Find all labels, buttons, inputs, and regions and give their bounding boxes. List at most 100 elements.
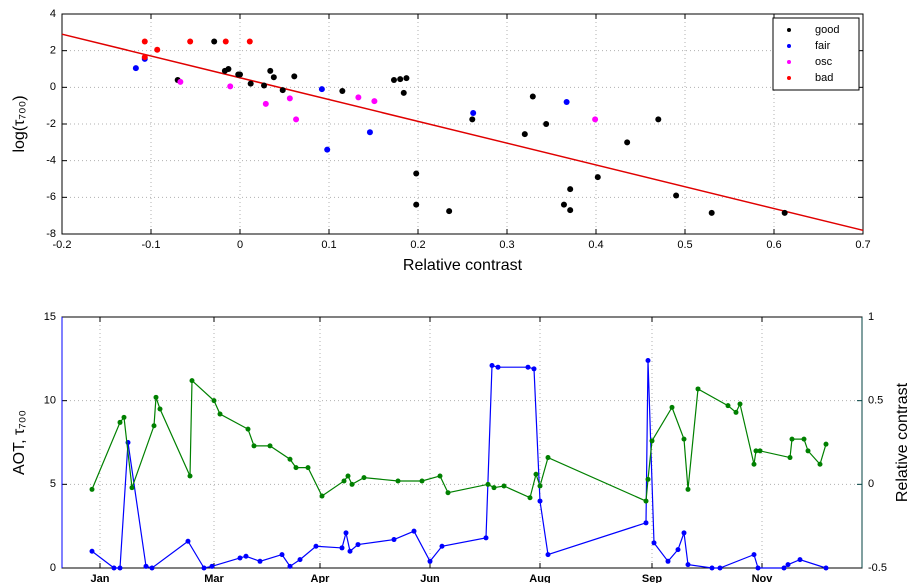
point: [419, 478, 425, 484]
x-tick-label: Mar: [204, 573, 224, 583]
point: [805, 448, 811, 454]
trend-line: [61, 33, 864, 232]
point: [117, 419, 123, 425]
axes-frame: [61, 13, 864, 235]
y-tick-label: 0: [50, 562, 56, 574]
point: [395, 478, 401, 484]
x-tick-label: 0.5: [677, 239, 692, 251]
point: [267, 443, 273, 449]
point: [717, 565, 723, 571]
point: [801, 436, 807, 442]
point: [157, 406, 163, 412]
y-tick-label: 2: [50, 45, 56, 57]
point: [543, 121, 550, 127]
point: [789, 436, 795, 442]
point: [187, 473, 193, 479]
point: [545, 552, 551, 558]
legend-marker: [787, 44, 791, 48]
legend-label: osc: [815, 56, 833, 68]
point: [251, 443, 257, 449]
point: [89, 548, 95, 554]
point: [665, 558, 671, 564]
point: [400, 89, 407, 96]
point: [521, 131, 528, 138]
y2-tick-label: 0.5: [868, 395, 883, 407]
point: [287, 563, 293, 569]
y-tick-label: -2: [46, 118, 56, 130]
point: [185, 538, 191, 544]
series-line: [91, 360, 827, 569]
x-tick-label: 0.6: [766, 239, 781, 251]
point: [201, 565, 207, 571]
legend-label: good: [815, 24, 839, 36]
point: [737, 401, 743, 407]
y2-tick-label: 1: [868, 311, 874, 323]
point: [291, 73, 298, 80]
point: [366, 129, 373, 136]
point: [237, 555, 243, 561]
y-tick-label: 0: [50, 81, 56, 93]
point: [267, 67, 274, 74]
y-tick-label: 5: [50, 478, 56, 490]
point: [594, 174, 601, 181]
legend-marker: [787, 60, 791, 64]
point: [685, 486, 691, 492]
point: [529, 93, 536, 100]
y-tick-label: -6: [46, 191, 56, 203]
point: [439, 543, 445, 549]
point: [211, 398, 217, 404]
point: [725, 403, 731, 409]
x-tick-label: -0.2: [53, 239, 72, 251]
point: [533, 471, 539, 477]
point: [733, 409, 739, 415]
point: [211, 38, 218, 45]
point: [525, 364, 531, 370]
x-tick-label: 0: [237, 239, 243, 251]
point: [755, 565, 761, 571]
point: [187, 38, 194, 45]
point: [111, 565, 117, 571]
point: [645, 476, 651, 482]
x-tick-label: 0.2: [410, 239, 425, 251]
point: [149, 565, 155, 571]
point: [491, 485, 497, 491]
legend-marker: [787, 28, 791, 32]
point: [781, 209, 788, 216]
y-axis-label: log(τ₇₀₀): [11, 95, 28, 152]
point: [209, 563, 215, 569]
x-tick-label: -0.1: [142, 239, 161, 251]
point: [681, 530, 687, 536]
point: [257, 558, 263, 564]
point: [225, 66, 232, 72]
point: [177, 78, 184, 85]
point: [397, 76, 404, 83]
point: [293, 116, 300, 123]
point: [391, 537, 397, 543]
point: [154, 46, 161, 53]
legend-label: fair: [815, 40, 831, 52]
point: [446, 208, 453, 215]
point: [413, 170, 420, 177]
x-tick-label: Jun: [420, 573, 440, 583]
point: [489, 363, 495, 369]
point: [537, 483, 543, 489]
point: [390, 77, 397, 83]
series-line: [91, 379, 827, 502]
point: [645, 358, 651, 364]
point: [781, 565, 787, 571]
point: [695, 386, 701, 392]
point: [563, 99, 570, 105]
plot-area: [62, 317, 862, 568]
y-tick-label: 15: [44, 311, 56, 323]
point: [785, 562, 791, 568]
point: [592, 116, 599, 123]
point: [117, 565, 123, 571]
point: [751, 552, 757, 558]
point: [349, 481, 355, 487]
x-tick-label: 0.4: [588, 239, 603, 251]
point: [279, 552, 285, 558]
point: [129, 485, 135, 491]
point: [305, 465, 311, 471]
point: [567, 207, 574, 214]
point: [247, 80, 254, 87]
